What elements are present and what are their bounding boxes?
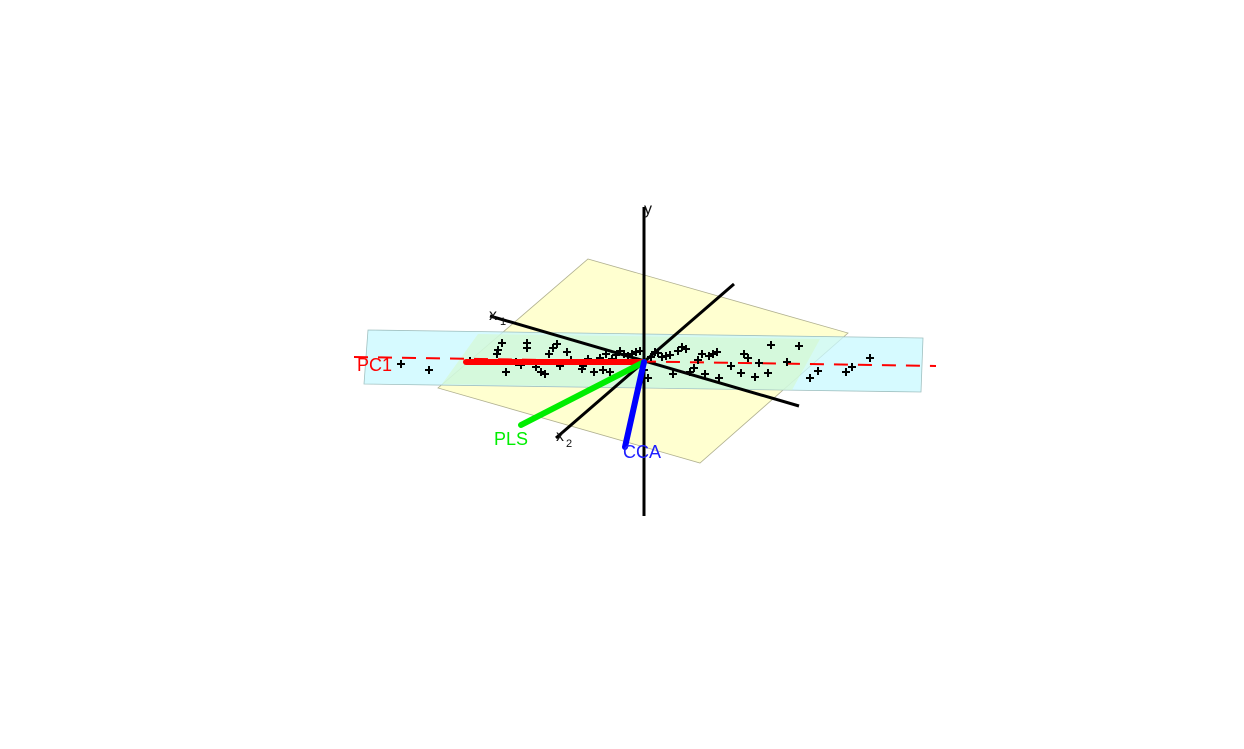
data-point: [755, 359, 763, 367]
data-point: [767, 341, 775, 349]
data-point: [502, 368, 510, 376]
data-point: [666, 351, 674, 359]
pc1-label: PC1: [357, 355, 392, 375]
data-point: [814, 367, 822, 375]
data-point: [563, 348, 571, 356]
data-point: [549, 344, 557, 352]
data-point: [674, 347, 682, 355]
data-point: [701, 370, 709, 378]
data-point: [636, 347, 644, 355]
x1-axis-label: x: [489, 307, 497, 324]
data-point: [866, 354, 874, 362]
data-point: [737, 369, 745, 377]
data-point: [795, 342, 803, 350]
x2-axis-label: x: [556, 428, 564, 445]
data-point: [644, 374, 652, 382]
data-point: [425, 366, 433, 374]
data-point: [690, 364, 698, 372]
data-point: [764, 369, 772, 377]
data-point: [715, 374, 723, 382]
data-point: [493, 350, 501, 358]
x2-axis-subscript: 2: [566, 438, 572, 450]
data-point: [541, 370, 549, 378]
data-point: [783, 358, 791, 366]
cca-vector: [622, 359, 647, 450]
data-point: [686, 368, 694, 376]
data-point: [498, 339, 506, 347]
data-point: [727, 362, 735, 370]
cca-label: CCA: [623, 442, 661, 462]
x1-axis-subscript: 1: [500, 316, 506, 328]
pls-vector: [518, 359, 647, 428]
data-point: [744, 354, 752, 362]
data-point: [751, 373, 759, 381]
data-point: [602, 350, 610, 358]
data-point: [612, 351, 620, 359]
data-point: [590, 368, 598, 376]
data-point: [606, 368, 614, 376]
data-points: [397, 339, 874, 382]
data-point: [545, 350, 553, 358]
data-point: [647, 353, 655, 361]
data-point: [694, 356, 702, 364]
data-point: [842, 368, 850, 376]
pls-label: PLS: [494, 429, 528, 449]
data-point: [669, 370, 677, 378]
y-axis-label: y: [644, 201, 652, 218]
data-point: [698, 350, 706, 358]
data-point: [553, 340, 561, 348]
data-point: [599, 366, 607, 374]
data-point: [713, 348, 721, 356]
data-point: [806, 374, 814, 382]
data-point: [523, 344, 531, 352]
data-point: [682, 345, 690, 353]
data-point: [654, 349, 662, 357]
data-point: [397, 360, 405, 368]
data-point: [848, 363, 856, 371]
data-point: [740, 350, 748, 358]
